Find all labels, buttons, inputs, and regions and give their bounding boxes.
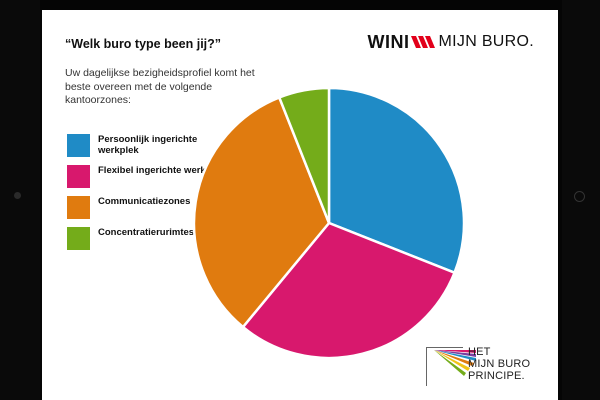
intro-text: Uw dagelijkse bezigheidsprofiel komt het… xyxy=(65,67,255,106)
legend-label: Communicatiezones xyxy=(98,196,191,207)
legend-swatch xyxy=(67,227,90,250)
question-title: “Welk buro type been jij?” xyxy=(65,37,222,51)
pie-slice xyxy=(241,221,456,360)
legend-label: Flexibel ingerichte werkplek xyxy=(98,165,225,176)
pie-slice xyxy=(192,96,331,329)
logo-stripes-icon xyxy=(410,36,435,48)
legend-swatch xyxy=(67,134,90,157)
legend-label: Concentratierurimtes xyxy=(98,227,195,238)
pie-slice xyxy=(278,86,331,225)
principle-text: HET MIJN BURO PRINCIPE. xyxy=(468,346,530,382)
principle-logo: HET MIJN BURO PRINCIPE. xyxy=(426,346,546,397)
legend-swatch xyxy=(67,196,90,219)
tablet-bezel-left xyxy=(0,0,40,400)
tablet-screen: “Welk buro type been jij?” Uw dagelijkse… xyxy=(42,10,558,400)
wini-logo: WINI MIJN BURO. xyxy=(368,31,534,53)
legend-label: Persoonlijk ingerichte werkplek xyxy=(98,134,198,156)
tablet-bezel-right xyxy=(562,0,600,400)
logo-product-text: MIJN BURO. xyxy=(438,33,534,50)
rainbow-rays-icon xyxy=(434,350,476,376)
pie-chart xyxy=(192,86,466,360)
principle-line-1: HET xyxy=(468,346,491,358)
home-button[interactable] xyxy=(574,191,585,202)
legend-swatch xyxy=(67,165,90,188)
principle-line-3: PRINCIPE. xyxy=(468,370,525,382)
principle-frame xyxy=(426,347,463,386)
principle-line-2: MIJN BURO xyxy=(468,358,531,370)
pie-slice xyxy=(327,86,466,274)
logo-brand-text: WINI xyxy=(367,31,410,52)
camera-icon xyxy=(14,192,21,199)
